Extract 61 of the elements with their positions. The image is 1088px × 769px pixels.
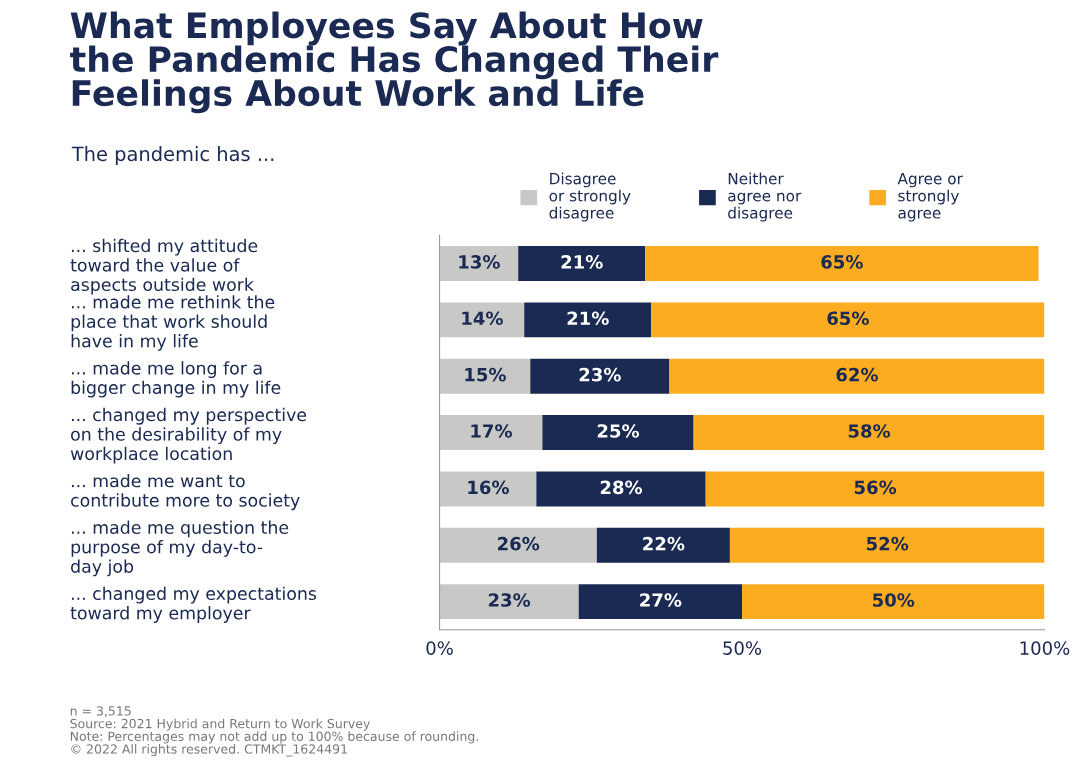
bar: [536, 471, 706, 507]
data-label: 17%: [471, 424, 512, 438]
data-label: 52%: [866, 536, 909, 551]
bar: [439, 584, 579, 620]
bar: [705, 471, 1045, 507]
y-tick-label: ... made me want to contribute more to society: [71, 473, 300, 511]
data-label: 26%: [498, 536, 540, 551]
y-tick-label: ... made me long for a bigger change in my life: [71, 361, 281, 398]
text: Note: Percentages may not add up to 100% because of rounding.: [70, 731, 478, 744]
bar: [729, 527, 1045, 563]
y-tick-label: ... changed my expectations toward my employer: [70, 586, 317, 623]
legend-label: Disagree or strongly disagree: [549, 172, 631, 222]
bar: [596, 527, 730, 563]
bar: [439, 358, 531, 394]
data-label: 25%: [597, 424, 640, 438]
bar: [524, 302, 652, 338]
data-label: 23%: [579, 367, 621, 382]
bar: [669, 358, 1045, 394]
data-label: 23%: [488, 593, 531, 607]
bar: [530, 358, 670, 394]
bar: [439, 471, 537, 507]
x-tick-label: 50%: [723, 641, 762, 655]
bar: [651, 302, 1045, 338]
text: The pandemic has ...: [71, 146, 274, 165]
data-label: 50%: [873, 593, 915, 607]
source-note: Source: 2021 Hybrid and Return to Work Survey: [70, 718, 370, 731]
text: © 2022 All rights reserved. CTMKT_1624491: [71, 744, 347, 757]
bar: [742, 584, 1045, 620]
bar: [439, 302, 525, 338]
data-label: 13%: [459, 255, 500, 269]
data-label: 27%: [640, 593, 682, 607]
bar: [578, 584, 743, 620]
bar: [439, 527, 597, 563]
chart-title: What Employees Say About How the Pandemic Has Changed Their Feelings About Work and Life: [70, 11, 719, 114]
bar: [518, 246, 646, 281]
bar: [439, 246, 519, 281]
legend-label: Agree or strongly agree: [897, 173, 963, 222]
data-label: 22%: [643, 536, 685, 551]
bar: [439, 415, 543, 451]
y-tick-label: ... changed my perspective on the desirability of my workplace location: [70, 407, 307, 464]
x-tick-label: 0%: [426, 641, 453, 655]
data-label: 65%: [821, 255, 863, 269]
data-label: 28%: [600, 480, 643, 495]
data-label: 21%: [561, 255, 603, 269]
bar: [645, 246, 1039, 281]
data-label: 56%: [854, 480, 897, 495]
legend-label: Neither agree nor disagree: [728, 172, 802, 222]
bar: [693, 415, 1045, 451]
y-tick-label: ... shifted my attitude toward the value of aspects outside work: [70, 238, 258, 295]
data-label: 62%: [836, 367, 878, 382]
data-label: 21%: [567, 311, 609, 326]
x-tick-label: 100%: [1020, 641, 1070, 655]
text: n = 3,515: [70, 706, 131, 717]
data-label: 58%: [848, 424, 891, 438]
data-label: 16%: [468, 480, 509, 495]
y-tick-label: ... made me question the purpose of my day-to- day job: [71, 520, 289, 577]
y-tick-label: ... made me rethink the place that work should have in my life: [71, 295, 275, 351]
data-label: 15%: [465, 367, 506, 382]
data-label: 65%: [827, 311, 869, 326]
data-label: 14%: [462, 311, 503, 326]
bar: [542, 415, 694, 451]
